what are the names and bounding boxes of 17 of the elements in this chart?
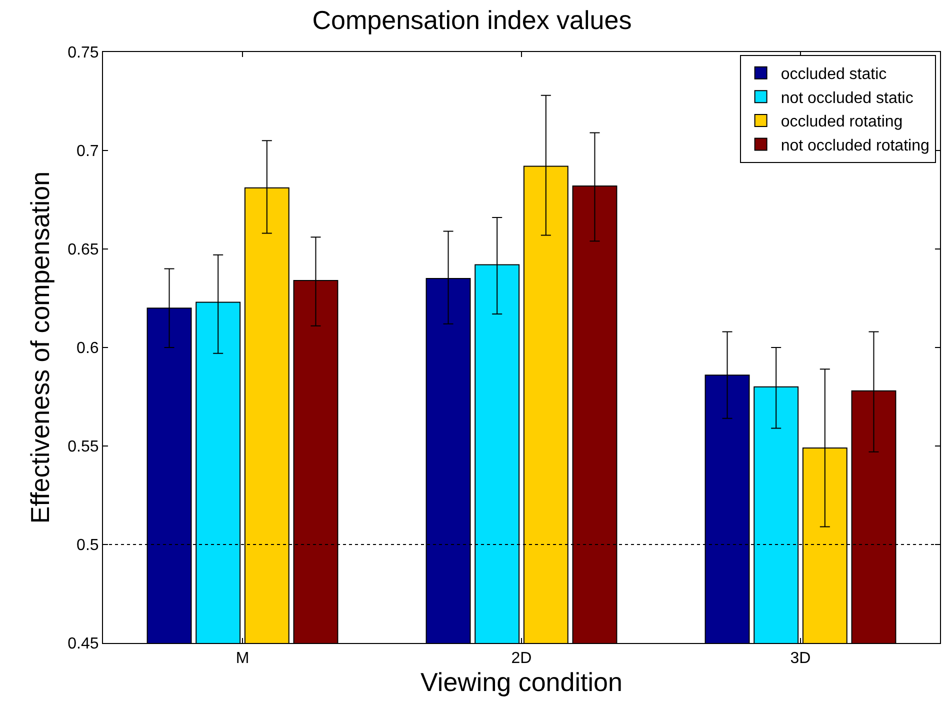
y-tick-label: 0.65 — [68, 242, 99, 259]
x-tick-label: 3D — [790, 650, 811, 668]
chart-title: Compensation index values — [312, 4, 632, 35]
legend-label: occluded static — [780, 66, 887, 84]
legend-label: not occluded static — [780, 90, 914, 107]
legend-label: not occluded rotating — [780, 137, 930, 154]
x-axis-title: Viewing condition — [420, 667, 622, 698]
y-tick-label: 0.5 — [76, 537, 99, 554]
y-tick-label: 0.75 — [68, 44, 99, 62]
y-tick-label: 0.45 — [68, 636, 99, 653]
x-tick-label: 2D — [511, 650, 532, 668]
y-axis-title: Effectiveness of compensation — [25, 171, 56, 524]
y-tick-label: 0.6 — [76, 340, 99, 358]
legend-label: occluded rotating — [780, 114, 903, 131]
y-tick-label: 0.7 — [76, 143, 99, 160]
y-tick-label: 0.55 — [68, 438, 99, 456]
x-tick-label: M — [236, 650, 250, 668]
